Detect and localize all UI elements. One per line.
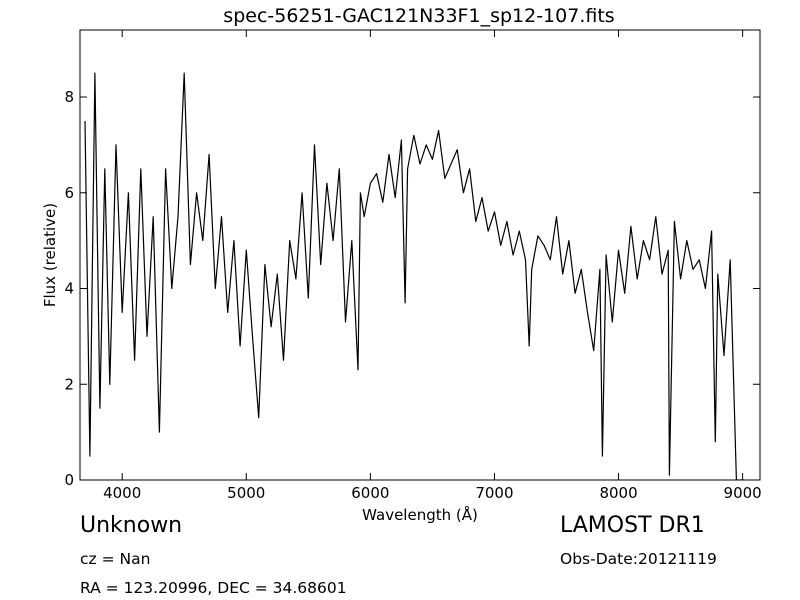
x-tick-label: 4000: [103, 484, 141, 502]
plot-frame: [79, 29, 761, 481]
x-tick-label: 6000: [351, 484, 389, 502]
y-axis-label: Flux (relative): [41, 202, 59, 308]
series-layer: [84, 72, 744, 480]
chart-title: spec-56251-GAC121N33F1_sp12-107.fits: [223, 5, 615, 27]
x-axis-label: Wavelength (Å): [362, 506, 478, 524]
x-tick-label: 7000: [475, 484, 513, 502]
y-tick-label: 6: [64, 184, 74, 202]
coordinates-label: RA = 123.20996, DEC = 34.68601: [80, 579, 347, 597]
x-tick-label: 8000: [599, 484, 637, 502]
y-tick-label: 8: [64, 88, 74, 106]
spectrum-line: [84, 72, 744, 480]
object-class-label: Unknown: [80, 513, 183, 538]
x-tick-label: 9000: [724, 484, 762, 502]
obs-date-label: Obs-Date:20121119: [560, 550, 717, 568]
y-tick-label: 0: [64, 471, 74, 489]
redshift-label: cz = Nan: [80, 550, 151, 568]
x-tick-label: 5000: [227, 484, 265, 502]
survey-label: LAMOST DR1: [560, 513, 705, 538]
y-tick-label: 2: [64, 375, 74, 393]
y-tick-label: 4: [64, 280, 74, 298]
ticks-layer: 4000 5000 6000 7000 8000 9000 0 2 4 6 8: [64, 30, 762, 502]
